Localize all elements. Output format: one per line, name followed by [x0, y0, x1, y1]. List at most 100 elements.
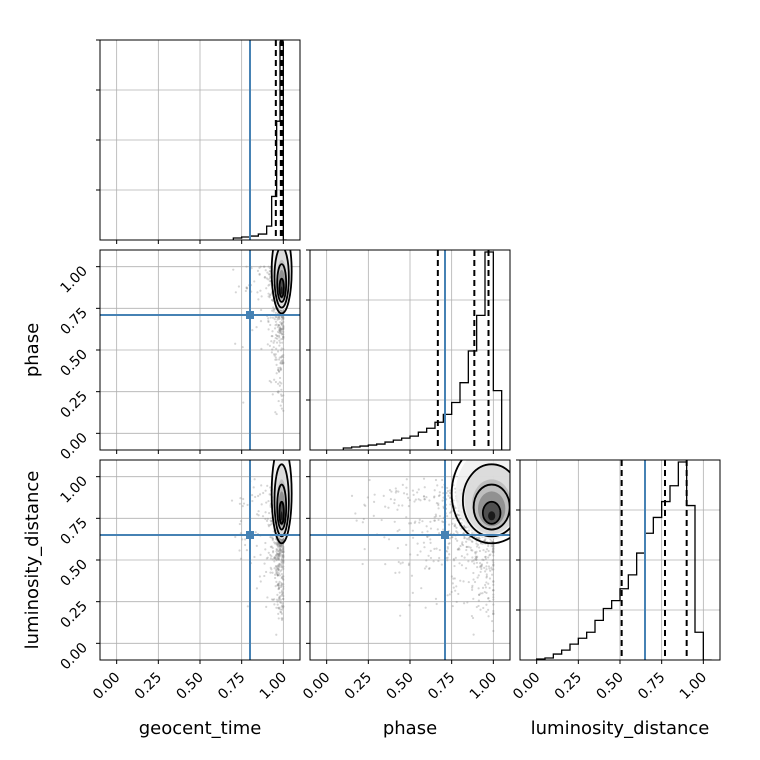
- scatter-point: [435, 502, 438, 505]
- scatter-point: [278, 556, 281, 559]
- scatter-point: [281, 539, 284, 542]
- scatter-point: [473, 580, 477, 584]
- scatter-point: [276, 574, 279, 577]
- xtick-label-geocent_time-1: 0.25: [132, 670, 165, 703]
- scatter-point: [485, 565, 488, 568]
- xtick-label-luminosity_distance-2: 0.50: [593, 670, 626, 703]
- scatter-point: [259, 580, 262, 583]
- scatter-point: [417, 498, 420, 501]
- scatter-point: [275, 598, 279, 601]
- scatter-point: [280, 356, 283, 359]
- scatter-point: [408, 522, 411, 525]
- scatter-point: [373, 493, 376, 496]
- scatter-point: [278, 551, 281, 554]
- scatter-point: [269, 545, 272, 548]
- scatter-point: [281, 577, 285, 580]
- scatter-point: [446, 489, 450, 493]
- scatter-point: [482, 549, 485, 552]
- scatter-point: [281, 335, 285, 339]
- scatter-point: [277, 607, 280, 610]
- scatter-point: [433, 519, 436, 522]
- scatter-point: [408, 604, 411, 607]
- scatter-point: [281, 316, 284, 319]
- hist-panel-geocent_time: [232, 40, 287, 240]
- scatter-panel-phase-luminosity_distance: [310, 460, 510, 660]
- scatter-point: [263, 276, 266, 279]
- scatter-point: [281, 544, 284, 547]
- scatter-point: [459, 544, 462, 548]
- scatter-point: [441, 478, 444, 482]
- scatter-point: [278, 331, 281, 334]
- scatter-point: [280, 577, 283, 580]
- x-axis-label-phase: phase: [383, 718, 437, 739]
- scatter-point: [280, 566, 283, 569]
- scatter-point: [487, 582, 490, 585]
- scatter-point: [492, 589, 495, 592]
- scatter-point: [281, 593, 284, 596]
- scatter-point: [278, 356, 281, 359]
- scatter-point: [282, 555, 285, 559]
- scatter-point: [282, 326, 285, 329]
- scatter-point: [451, 517, 455, 520]
- scatter-point: [418, 521, 421, 524]
- scatter-point: [429, 538, 432, 541]
- scatter-point: [407, 504, 410, 508]
- scatter-point: [282, 324, 285, 328]
- scatter-point: [456, 548, 459, 551]
- scatter-point: [280, 328, 283, 331]
- scatter-point: [279, 570, 282, 573]
- scatter-point: [483, 539, 487, 542]
- scatter-point: [427, 554, 430, 557]
- scatter-point: [268, 277, 272, 280]
- scatter-point: [276, 544, 279, 548]
- scatter-point: [281, 575, 284, 578]
- scatter-point: [278, 317, 281, 320]
- scatter-point: [281, 337, 284, 341]
- scatter-point: [280, 546, 283, 549]
- scatter-point: [393, 501, 396, 505]
- scatter-point: [480, 563, 484, 566]
- scatter-point: [416, 553, 419, 557]
- scatter-point: [277, 606, 280, 609]
- scatter-point: [460, 564, 464, 567]
- scatter-point: [245, 548, 249, 552]
- scatter-point: [268, 493, 271, 496]
- scatter-point: [278, 565, 281, 569]
- scatter-point: [268, 269, 271, 273]
- scatter-point: [263, 275, 267, 279]
- scatter-point: [263, 562, 266, 565]
- scatter-point: [487, 544, 490, 548]
- scatter-point: [280, 618, 284, 622]
- scatter-point: [477, 574, 480, 577]
- scatter-point: [281, 359, 284, 362]
- scatter-point: [278, 574, 281, 577]
- scatter-point: [456, 513, 459, 516]
- scatter-point: [423, 546, 426, 549]
- scatter-point: [466, 601, 469, 604]
- scatter-point: [278, 544, 282, 547]
- scatter-point: [279, 598, 282, 601]
- scatter-point: [484, 557, 487, 560]
- scatter-point: [281, 332, 284, 335]
- scatter-point: [245, 265, 248, 268]
- scatter-point: [448, 491, 451, 495]
- scatter-point: [437, 504, 440, 507]
- scatter-point: [277, 554, 280, 557]
- xtick-label-phase-1: 0.25: [342, 670, 375, 703]
- scatter-point: [277, 550, 281, 553]
- scatter-point: [265, 501, 268, 504]
- scatter-point: [465, 545, 468, 549]
- scatter-point: [282, 554, 285, 558]
- scatter-point: [280, 322, 283, 325]
- scatter-point: [272, 353, 276, 356]
- scatter-point: [437, 518, 440, 522]
- contour-level-2: [276, 483, 288, 531]
- scatter-point: [279, 544, 282, 547]
- scatter-point: [402, 492, 406, 495]
- scatter-point: [479, 608, 482, 611]
- scatter-point: [282, 559, 285, 562]
- scatter-point: [480, 565, 483, 568]
- scatter-point: [279, 548, 282, 551]
- scatter-point: [256, 291, 259, 294]
- scatter-point: [281, 604, 284, 607]
